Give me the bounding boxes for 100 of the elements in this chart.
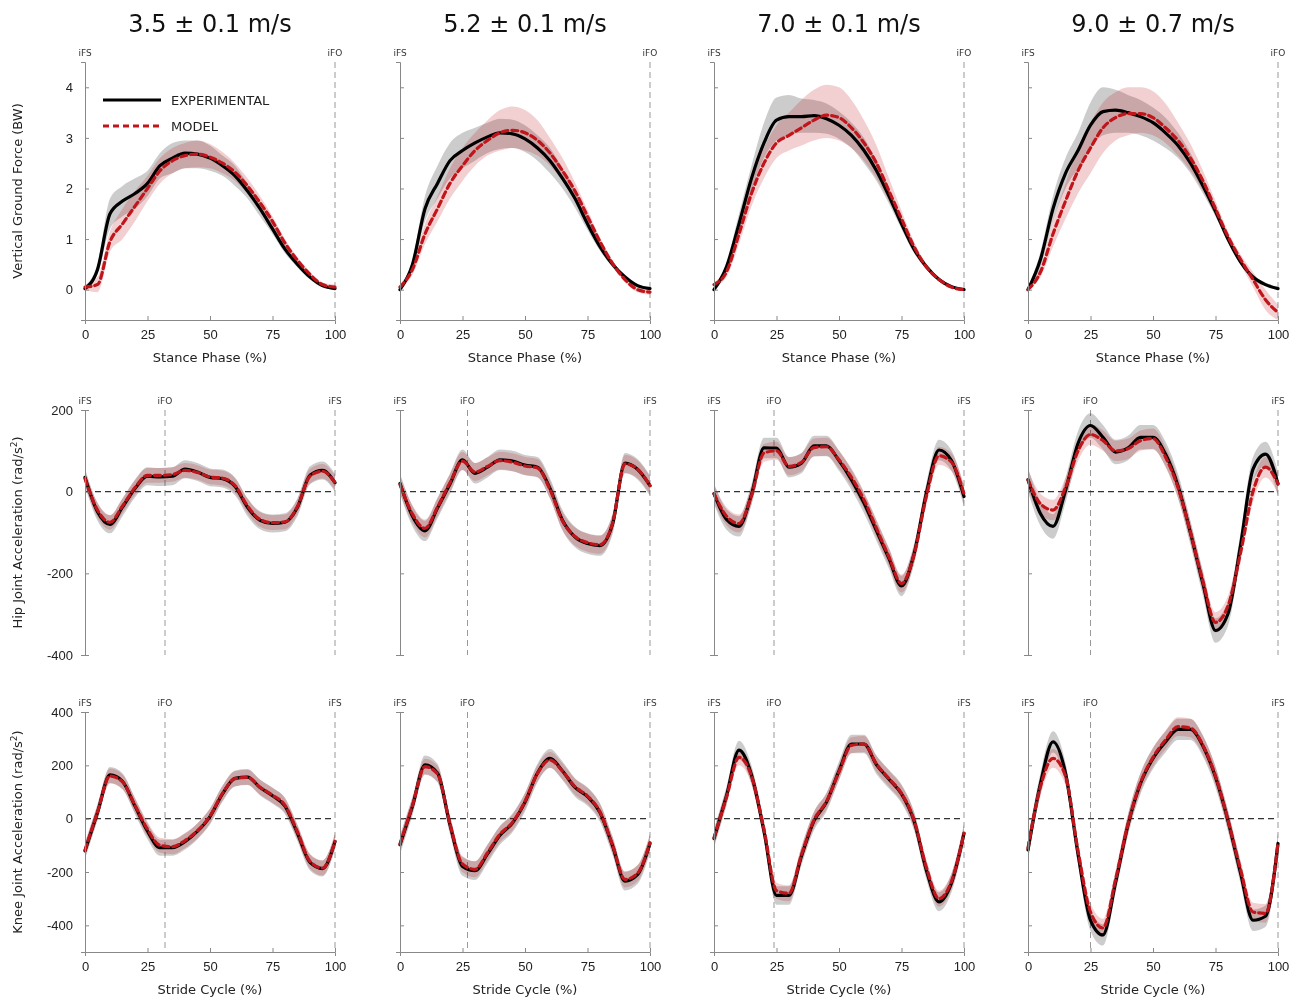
x-tick-label: 50 <box>203 959 218 975</box>
y-tick-label: 0 <box>65 484 73 500</box>
x-tick-label: 75 <box>894 959 910 975</box>
y-tick-label: -400 <box>46 647 73 663</box>
ref-line-label: iFO <box>327 48 343 58</box>
legend-label: EXPERIMENTAL <box>171 93 271 108</box>
x-axis-title: Stance Phase (%) <box>1095 350 1211 365</box>
x-tick-label: 0 <box>710 327 719 343</box>
x-tick-label: 50 <box>1146 327 1161 343</box>
text: iFS <box>1021 698 1035 708</box>
text: iFS <box>78 698 92 708</box>
text: iFS <box>78 396 92 406</box>
x-tick-label: 75 <box>265 327 281 343</box>
legend-label: MODEL <box>171 119 219 134</box>
x-tick-label: 100 <box>1267 959 1290 975</box>
x-tick-label: 100 <box>639 327 662 343</box>
x-tick-label: 25 <box>455 959 471 975</box>
x-tick-label: 75 <box>265 959 281 975</box>
x-tick-label: 25 <box>140 959 156 975</box>
x-tick-label: 50 <box>1146 959 1161 975</box>
x-tick-label: 50 <box>832 327 847 343</box>
x-tick-label: 0 <box>710 959 719 975</box>
ref-line-label: iFO <box>1270 48 1286 58</box>
y-axis-title: Vertical Ground Force (BW) <box>10 103 25 279</box>
x-tick-label: 0 <box>81 959 90 975</box>
chart-title: 3.5 ± 0.1 m/s <box>128 10 292 38</box>
x-tick-label: 25 <box>769 327 785 343</box>
text: iFS <box>78 48 92 58</box>
text: iFS <box>707 48 721 58</box>
chart-title: 5.2 ± 0.1 m/s <box>443 10 607 38</box>
x-tick-label: 100 <box>953 327 976 343</box>
ref-line-label: iFS <box>643 698 657 708</box>
y-tick-label: -200 <box>46 864 73 880</box>
x-tick-label: 0 <box>81 327 90 343</box>
y-tick-label: 400 <box>51 704 73 720</box>
y-tick-label: 2 <box>65 181 73 197</box>
ref-line-label: iFO <box>460 698 475 708</box>
ref-line-label: iFO <box>157 396 173 406</box>
ref-line-label: iFS <box>643 396 657 406</box>
ref-line-label: iFS <box>1271 698 1285 708</box>
ref-line-label: iFO <box>1083 698 1098 708</box>
x-tick-label: 50 <box>203 327 218 343</box>
ref-line-label: iFO <box>460 396 475 406</box>
ref-line-label: iFO <box>157 698 173 708</box>
ref-line-label: iFO <box>1083 396 1098 406</box>
x-tick-label: 50 <box>832 959 847 975</box>
x-tick-label: 0 <box>396 327 405 343</box>
x-axis-title: Stance Phase (%) <box>467 350 583 365</box>
y-tick-label: 1 <box>65 231 73 247</box>
x-tick-label: 25 <box>1083 327 1099 343</box>
text: iFS <box>393 48 407 58</box>
x-tick-label: 25 <box>769 959 785 975</box>
ref-line-label: iFS <box>957 396 971 406</box>
x-tick-label: 100 <box>1267 327 1290 343</box>
x-tick-label: 25 <box>455 327 471 343</box>
x-axis-title: Stride Cycle (%) <box>786 982 892 997</box>
y-tick-label: 200 <box>51 757 73 773</box>
text: iFS <box>393 698 407 708</box>
x-tick-label: 50 <box>518 327 533 343</box>
ref-line-label: iFS <box>1271 396 1285 406</box>
y-tick-label: -200 <box>46 565 73 581</box>
ref-line-label: iFO <box>766 396 782 406</box>
x-tick-label: 25 <box>1083 959 1099 975</box>
x-tick-label: 0 <box>1024 327 1033 343</box>
ref-line-label: iFO <box>766 698 782 708</box>
x-tick-label: 100 <box>324 327 347 343</box>
ref-line-label: iFS <box>328 396 342 406</box>
chart-title: 7.0 ± 0.1 m/s <box>757 10 921 38</box>
ref-line-label: iFO <box>956 48 972 58</box>
y-tick-label: 3 <box>65 130 73 146</box>
x-tick-label: 0 <box>396 959 405 975</box>
x-tick-label: 25 <box>140 327 156 343</box>
ref-line-label: iFS <box>957 698 971 708</box>
text: iFS <box>707 396 721 406</box>
y-tick-label: 200 <box>51 402 73 418</box>
y-tick-label: 0 <box>65 811 73 827</box>
x-axis-title: Stride Cycle (%) <box>157 982 263 997</box>
x-tick-label: 100 <box>639 959 662 975</box>
ref-line-label: iFS <box>328 698 342 708</box>
x-tick-label: 75 <box>580 959 596 975</box>
x-tick-label: 0 <box>1024 959 1033 975</box>
text: iFS <box>1021 396 1035 406</box>
x-tick-label: 50 <box>518 959 533 975</box>
y-tick-label: 0 <box>65 282 73 298</box>
x-tick-label: 75 <box>1208 959 1224 975</box>
y-tick-label: -400 <box>46 917 73 933</box>
chart-title: 9.0 ± 0.7 m/s <box>1071 10 1235 38</box>
text: iFS <box>393 396 407 406</box>
text: iFS <box>1021 48 1035 58</box>
x-axis-title: Stride Cycle (%) <box>472 982 578 997</box>
x-axis-title: Stance Phase (%) <box>781 350 897 365</box>
x-tick-label: 75 <box>894 327 910 343</box>
text: iFS <box>707 698 721 708</box>
ref-line-label: iFO <box>642 48 658 58</box>
x-tick-label: 100 <box>953 959 976 975</box>
y-tick-label: 4 <box>65 79 73 95</box>
x-tick-label: 75 <box>1208 327 1224 343</box>
x-tick-label: 100 <box>324 959 347 975</box>
x-axis-title: Stride Cycle (%) <box>1100 982 1206 997</box>
x-axis-title: Stance Phase (%) <box>152 350 268 365</box>
